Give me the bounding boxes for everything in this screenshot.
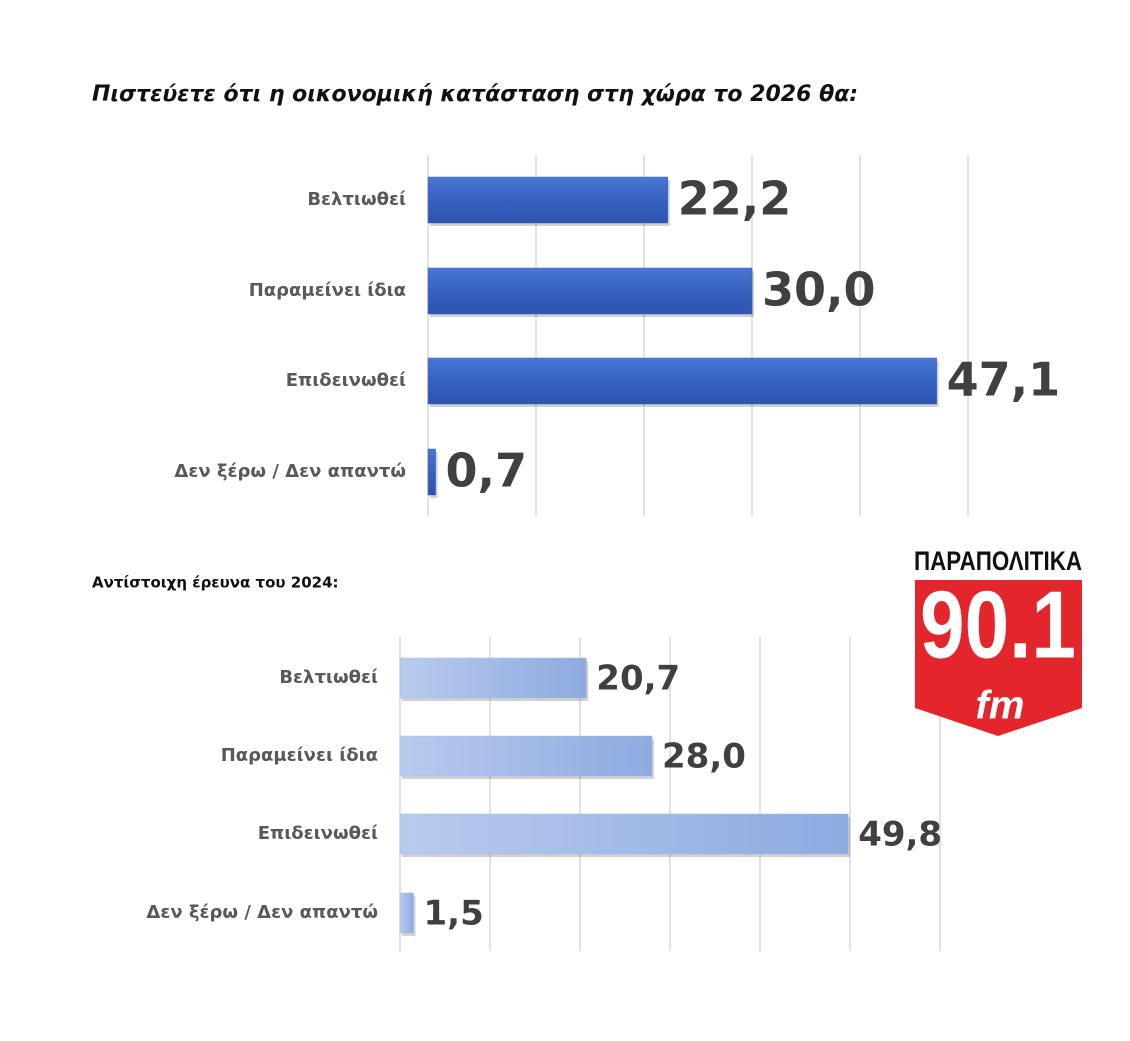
category-label: Βελτιωθεί [279,667,378,688]
category-label: Δεν ξέρω / Δεν απαντώ [174,461,406,482]
value-label: 28,0 [662,737,746,777]
chart: Πιστεύετε ότι η οικονομική κατάσταση στη… [92,82,1060,516]
value-label: 49,8 [858,815,942,855]
logo-name: ΠΑΡΑΠΟΛΙΤΙΚΑ [914,546,1082,576]
value-label: 30,0 [762,263,876,317]
logo: ΠΑΡΑΠΟΛΙΤΙΚΑ 90.1 fm [914,546,1082,736]
category-label: Δεν ξέρω / Δεν απαντώ [146,902,378,923]
category-label: Παραμείνει ίδια [221,745,378,766]
bar [399,657,587,699]
bar [399,813,849,855]
chart-title: Πιστεύετε ότι η οικονομική κατάσταση στη… [92,82,858,107]
value-label: 1,5 [424,894,484,934]
value-label: 20,7 [596,659,680,699]
category-label: Επιδεινωθεί [286,370,406,391]
category-label: Βελτιωθεί [307,189,406,210]
bar [427,267,753,315]
value-label: 22,2 [678,172,792,226]
chart-title: Αντίστοιχη έρευνα του 2024: [92,574,339,592]
value-label: 0,7 [446,444,528,498]
logo-shield [915,580,1082,736]
bar [399,892,414,934]
category-label: Επιδεινωθεί [258,823,378,844]
bar [399,735,653,777]
bar [427,448,436,496]
bar [427,176,669,224]
logo-band: fm [976,684,1025,728]
category-label: Παραμείνει ίδια [249,280,406,301]
logo-frequency: 90.1 [920,571,1076,678]
chart: Αντίστοιχη έρευνα του 2024: Βελτιωθεί 20,7… [92,574,942,951]
bar [427,357,937,405]
value-label: 47,1 [947,353,1060,407]
